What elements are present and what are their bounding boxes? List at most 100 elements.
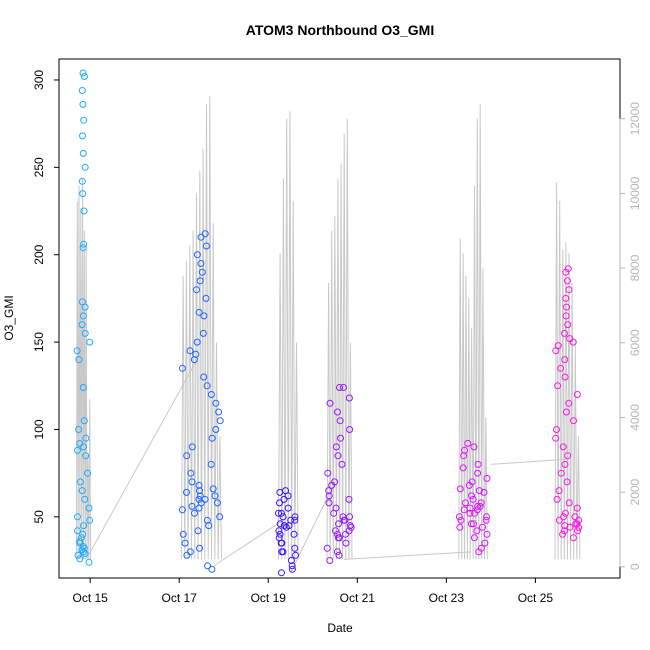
data-point-s0-4 (79, 530, 87, 538)
data-point-s5-34 (562, 312, 570, 320)
data-point-s3-34 (347, 523, 355, 531)
data-point-s0-32 (78, 177, 86, 185)
x-axis-label: Date (327, 621, 353, 635)
data-point-s0-49 (78, 546, 86, 554)
data-point-s4-3 (470, 534, 478, 542)
data-point-s5-36 (562, 294, 570, 302)
data-point-s4-15 (469, 495, 477, 503)
data-point-s3-1 (335, 551, 343, 559)
x-tick-label-0: Oct 15 (72, 591, 108, 605)
points-layer (73, 69, 583, 577)
data-point-s0-33 (81, 163, 89, 171)
data-point-s1-11 (191, 509, 198, 517)
data-point-s2-24 (277, 539, 285, 547)
data-point-s3-13 (325, 499, 333, 507)
flight-connector-0 (86, 359, 198, 560)
data-point-s0-25 (79, 312, 87, 320)
data-point-s3-20 (338, 460, 346, 468)
data-point-s3-26 (334, 408, 341, 416)
data-point-s1-31 (178, 364, 186, 372)
data-point-s5-3 (566, 523, 574, 531)
data-point-s4-36 (474, 502, 482, 510)
data-point-s5-14 (557, 469, 565, 477)
data-point-s1-18 (188, 478, 196, 486)
data-point-s3-18 (331, 478, 339, 486)
data-point-s5-19 (553, 426, 560, 433)
data-point-s0-19 (79, 384, 87, 391)
data-point-s0-2 (74, 551, 82, 559)
data-point-s5-23 (573, 391, 581, 398)
data-point-s2-14 (277, 509, 285, 517)
data-point-s0-6 (74, 513, 81, 521)
data-point-s1-22 (188, 443, 196, 451)
data-point-s0-10 (76, 478, 84, 486)
data-point-s3-30 (336, 384, 343, 391)
data-point-s5-2 (574, 527, 582, 535)
data-point-s2-21 (279, 513, 287, 521)
data-point-s1-19 (187, 469, 195, 477)
data-point-s5-32 (561, 329, 568, 337)
data-point-s1-46 (197, 233, 205, 241)
data-point-s2-9 (276, 530, 284, 538)
data-point-s3-4 (342, 539, 350, 547)
data-point-s4-32 (470, 520, 477, 528)
data-point-s4-28 (470, 443, 478, 451)
data-point-s0-7 (85, 504, 93, 512)
y2-tick-label-3: 6000 (628, 329, 642, 356)
data-point-s1-44 (193, 251, 201, 259)
data-point-s4-17 (480, 488, 488, 496)
data-point-s4-22 (483, 474, 491, 482)
data-point-s5-18 (552, 434, 560, 442)
data-point-s0-15 (76, 439, 84, 447)
data-point-s0-0 (79, 548, 87, 556)
data-point-s0-23 (81, 329, 89, 337)
data-point-s5-17 (559, 443, 567, 451)
data-point-s4-35 (460, 506, 468, 514)
data-point-s2-0 (278, 569, 285, 577)
data-point-s1-48 (201, 495, 209, 503)
data-point-s1-53 (188, 502, 196, 510)
data-point-s1-3 (186, 548, 194, 556)
data-point-s0-35 (79, 132, 86, 140)
data-point-s0-17 (75, 426, 83, 433)
data-point-s0-31 (79, 190, 87, 198)
x-tick-label-5: Oct 25 (518, 591, 554, 605)
data-point-s5-26 (557, 364, 565, 372)
data-point-s2-22 (280, 522, 288, 530)
data-point-s1-27 (212, 399, 220, 407)
y2-tick-label-6: 12000 (628, 102, 642, 136)
data-point-s5-41 (573, 520, 581, 528)
data-point-s5-45 (571, 513, 579, 521)
data-point-s1-54 (178, 506, 186, 514)
data-point-s4-23 (474, 469, 482, 477)
data-point-s0-18 (80, 417, 88, 425)
y-tick-label-5: 300 (32, 70, 46, 90)
data-point-s0-46 (79, 543, 87, 550)
data-point-s3-24 (346, 426, 354, 433)
flight-connector-3 (490, 458, 568, 465)
data-point-s2-28 (276, 520, 284, 528)
data-point-s3-16 (325, 487, 333, 495)
data-point-s0-8 (81, 495, 89, 503)
data-point-s5-42 (575, 523, 583, 531)
data-point-s3-33 (335, 520, 342, 528)
y2-tick-label-4: 8000 (628, 254, 642, 281)
data-point-s0-24 (78, 321, 86, 329)
x-tick-label-1: Oct 17 (162, 591, 198, 605)
data-point-s5-20 (570, 417, 577, 425)
data-point-s0-5 (80, 522, 88, 530)
data-point-s1-5 (181, 539, 189, 547)
data-point-s3-32 (340, 516, 348, 524)
y2-tick-label-0: 0 (628, 563, 642, 570)
data-point-s2-26 (275, 509, 282, 517)
data-point-s1-28 (207, 391, 215, 398)
data-point-s0-30 (80, 207, 88, 215)
y-axis-label: O3_GMI (2, 295, 16, 340)
data-point-s0-12 (82, 452, 90, 460)
data-point-s2-10 (275, 527, 283, 535)
data-point-s2-20 (282, 487, 289, 495)
data-point-s0-27 (78, 298, 86, 306)
data-point-s5-40 (564, 265, 572, 273)
altitude-profile-5 (554, 182, 581, 560)
